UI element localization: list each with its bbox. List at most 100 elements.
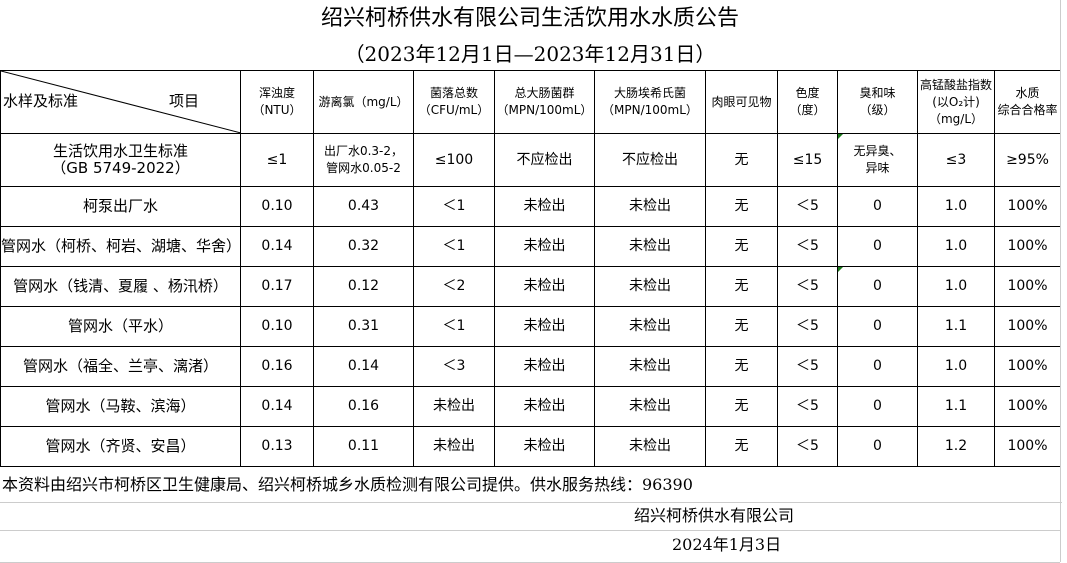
diagonal-divider xyxy=(1,71,241,133)
column-header: 色度 （度） xyxy=(777,70,838,134)
value-cell: 0.14 xyxy=(240,226,314,267)
value-cell: 无 xyxy=(705,186,778,227)
corner-left-label: 水样及标准 xyxy=(3,92,79,110)
value-cell: 0 xyxy=(837,266,918,307)
column-header: 臭和味 （级） xyxy=(837,70,918,134)
value-cell: 无 xyxy=(705,266,778,307)
footer-note: 本资料由绍兴市柯桥区卫生健康局、绍兴柯桥城乡水质检测有限公司提供。供水服务热线：… xyxy=(0,467,1062,503)
value-cell: 1.0 xyxy=(917,266,995,307)
value-cell: 无 xyxy=(705,386,778,427)
value-cell: ＜5 xyxy=(777,306,838,347)
value-cell: 无异臭、 异味 xyxy=(837,133,918,187)
value-cell: 0 xyxy=(837,306,918,347)
row-name-cell: 生活饮用水卫生标准 （GB 5749-2022） xyxy=(0,133,241,187)
value-cell: 未检出 xyxy=(594,306,706,347)
value-cell: 未检出 xyxy=(494,226,595,267)
value-cell: 0 xyxy=(837,226,918,267)
value-cell: ＜1 xyxy=(413,306,495,347)
page-title: 绍兴柯桥供水有限公司生活饮用水水质公告 xyxy=(320,6,739,31)
table-row: 管网水（平水） 0.10 0.31 ＜1 未检出 未检出无＜5 0 1.1 100% xyxy=(0,306,1061,347)
value-cell: 出厂水0.3-2， 管网水0.05-2 xyxy=(313,133,414,187)
table-row: 管网水（马鞍、滨海） 0.14 0.16 未检出 未检出 未检出无＜5 0 1.1 100% xyxy=(0,386,1061,427)
footer-company-row: 绍兴柯桥供水有限公司 xyxy=(0,502,1060,531)
column-header: 肉眼可见物 xyxy=(705,70,778,134)
value-cell: 1.2 xyxy=(917,426,995,467)
value-cell: 未检出 xyxy=(494,266,595,307)
value-cell: 无 xyxy=(705,306,778,347)
column-header: 浑浊度 （NTU） xyxy=(240,70,314,134)
value-cell: 0.14 xyxy=(313,346,414,387)
row-name-cell: 管网水（福全、兰亭、漓渚） xyxy=(0,346,241,387)
value-cell: 无 xyxy=(705,133,778,187)
row-name-cell: 管网水（钱清、夏履 、杨汛桥） xyxy=(0,266,241,307)
column-header: 大肠埃希氏菌 （MPN/100mL） xyxy=(594,70,706,134)
value-cell: ＜5 xyxy=(777,186,838,227)
value-cell: ＜5 xyxy=(777,266,838,307)
value-cell: 不应检出 xyxy=(594,133,706,187)
value-cell: 0 xyxy=(837,386,918,427)
table-row: 管网水（柯桥、柯岩、湖塘、华舍） 0.14 0.32 ＜1 未检出 未检出无＜5 0 1.0 1… xyxy=(0,226,1061,267)
value-cell: 0 xyxy=(837,346,918,387)
value-cell: 0.14 xyxy=(240,386,314,427)
column-header: 游离氯（mg/L） xyxy=(313,70,414,134)
table-row: 管网水（钱清、夏履 、杨汛桥） 0.17 0.12 ＜2 未检出 未检出无＜5 0 1.0 10… xyxy=(0,266,1061,307)
value-cell: 100% xyxy=(994,346,1061,387)
value-cell: 1.0 xyxy=(917,346,995,387)
value-cell: 1.1 xyxy=(917,306,995,347)
footer-date: 2024年1月3日 xyxy=(672,535,782,554)
table-row: 管网水（福全、兰亭、漓渚） 0.16 0.14 ＜3 未检出 未检出无＜5 0 1.0 100% xyxy=(0,346,1061,387)
value-cell: 1.0 xyxy=(917,226,995,267)
value-cell: 1.0 xyxy=(917,186,995,227)
value-cell: ≤15 xyxy=(777,133,838,187)
value-cell: ≤3 xyxy=(917,133,995,187)
row-name-cell: 管网水（平水） xyxy=(0,306,241,347)
value-cell: 0.12 xyxy=(313,266,414,307)
value-cell: ＜5 xyxy=(777,426,838,467)
value-cell: 1.1 xyxy=(917,386,995,427)
value-cell: 未检出 xyxy=(494,346,595,387)
value-cell: ＜1 xyxy=(413,186,495,227)
water-quality-table: 水样及标准 项目 浑浊度 （NTU） 游离氯（mg/L） 菌落总数 （CFU/mL）… xyxy=(0,70,1061,467)
value-cell: 100% xyxy=(994,386,1061,427)
value-cell: 未检出 xyxy=(494,306,595,347)
value-cell: 0.16 xyxy=(240,346,314,387)
value-cell: ＜2 xyxy=(413,266,495,307)
corner-right-label: 项目 xyxy=(169,92,200,110)
value-cell: 未检出 xyxy=(494,386,595,427)
value-cell: 无 xyxy=(705,226,778,267)
value-cell: 0.32 xyxy=(313,226,414,267)
value-cell: 未检出 xyxy=(413,386,495,427)
value-cell: ＜5 xyxy=(777,346,838,387)
value-cell: 未检出 xyxy=(494,426,595,467)
table-row: 管网水（齐贤、安昌） 0.13 0.11 未检出 未检出 未检出无＜5 0 1.2 100% xyxy=(0,426,1061,467)
column-header: 水质 综合合格率 xyxy=(994,70,1061,134)
value-cell: 0.31 xyxy=(313,306,414,347)
value-cell: 未检出 xyxy=(413,426,495,467)
value-cell: ＜5 xyxy=(777,226,838,267)
value-cell: 100% xyxy=(994,266,1061,307)
value-cell: 未检出 xyxy=(594,186,706,227)
value-cell: 无 xyxy=(705,426,778,467)
value-cell: ≥95% xyxy=(994,133,1061,187)
value-cell: 无 xyxy=(705,346,778,387)
footer-date-row: 2024年1月3日 xyxy=(0,530,1060,563)
value-cell: 0.16 xyxy=(313,386,414,427)
column-header: 菌落总数 （CFU/mL） xyxy=(413,70,495,134)
value-cell: ≤100 xyxy=(413,133,495,187)
value-cell: 未检出 xyxy=(594,386,706,427)
page-subtitle: （2023年12月1日—2023年12月31日） xyxy=(344,42,716,66)
value-cell: 未检出 xyxy=(594,346,706,387)
value-cell: 0.13 xyxy=(240,426,314,467)
value-cell: ＜5 xyxy=(777,386,838,427)
value-cell: 0 xyxy=(837,426,918,467)
value-cell: 0.11 xyxy=(313,426,414,467)
standard-row: 生活饮用水卫生标准 （GB 5749-2022） ≤1 出厂水0.3-2， 管网水0… xyxy=(0,133,1061,187)
table-row: 柯泵出厂水 0.10 0.43 ＜1 未检出 未检出无＜5 0 1.0 100% xyxy=(0,186,1061,227)
column-header: 总大肠菌群 （MPN/100mL） xyxy=(494,70,595,134)
row-name-cell: 柯泵出厂水 xyxy=(0,186,241,227)
value-cell: 未检出 xyxy=(594,266,706,307)
value-cell: 0 xyxy=(837,186,918,227)
value-cell: 0.10 xyxy=(240,186,314,227)
value-cell: 0.10 xyxy=(240,306,314,347)
value-cell: 不应检出 xyxy=(494,133,595,187)
